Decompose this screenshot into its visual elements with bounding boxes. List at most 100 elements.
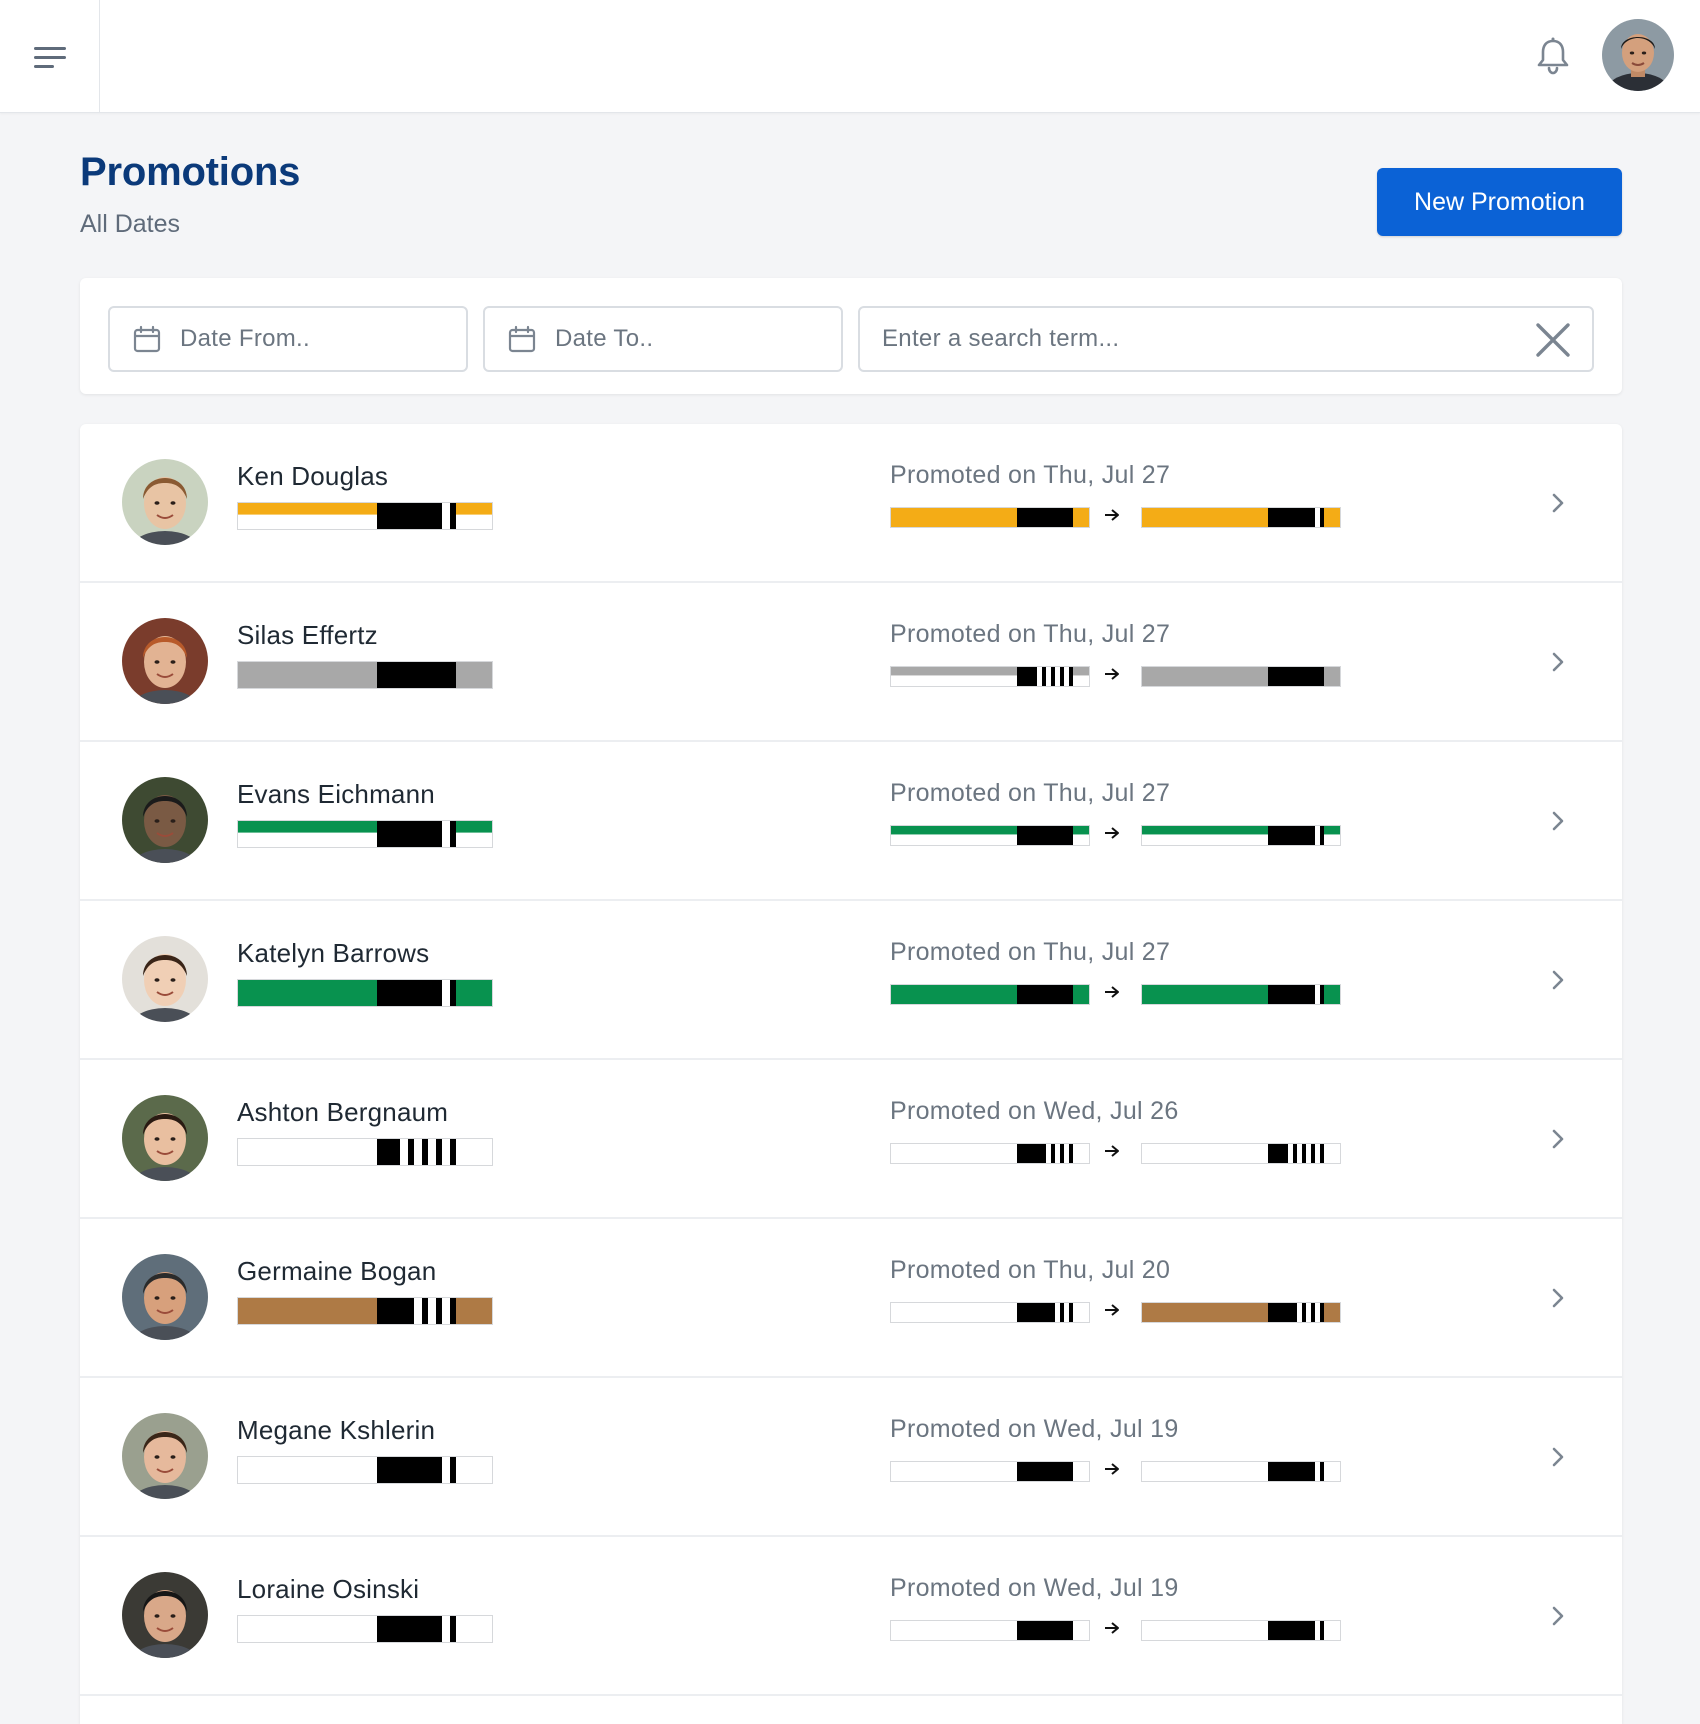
arrow-right-icon — [1105, 668, 1119, 680]
current-belt-graphic — [237, 820, 493, 848]
new-belt-graphic — [1141, 1143, 1341, 1164]
promotion-date: Promoted on Thu, Jul 27 — [890, 620, 1171, 648]
previous-belt — [890, 666, 1090, 692]
new-belt-graphic — [1141, 1620, 1341, 1641]
calendar-icon — [508, 325, 536, 353]
promotion-date: Promoted on Thu, Jul 20 — [890, 1256, 1171, 1284]
arrow-right-icon — [1105, 1463, 1119, 1475]
chevron-right-icon[interactable] — [1551, 1127, 1565, 1151]
previous-belt — [890, 825, 1090, 851]
menu-button[interactable] — [0, 0, 100, 113]
promotion-row[interactable]: Silas Effertz Promoted on Thu, Jul 27 — [80, 583, 1622, 742]
member-name: Ken Douglas — [237, 461, 389, 491]
new-promotion-button[interactable]: New Promotion — [1377, 168, 1622, 236]
previous-belt — [890, 1302, 1090, 1328]
date-to-input[interactable]: Date To.. — [483, 306, 843, 372]
promotion-row[interactable]: Germaine Bogan Promoted on Thu, Jul 20 — [80, 1219, 1622, 1378]
page-subtitle: All Dates — [80, 210, 181, 238]
arrow-right-icon — [1105, 827, 1119, 839]
avatar — [122, 1413, 208, 1499]
bell-icon[interactable] — [1534, 36, 1572, 76]
arrow-right-icon — [1105, 1304, 1119, 1316]
member-name: Megane Kshlerin — [237, 1415, 436, 1445]
member-name: Silas Effertz — [237, 620, 378, 650]
promotion-row[interactable]: Evans Eichmann Promoted on Thu, Jul 27 — [80, 742, 1622, 901]
member-name: Katelyn Barrows — [237, 938, 430, 968]
new-belt — [1141, 825, 1341, 851]
current-belt-graphic — [237, 1297, 493, 1325]
arrow-right-icon — [1105, 509, 1119, 521]
arrow-right-icon — [1105, 986, 1119, 998]
member-name: Germaine Bogan — [237, 1256, 437, 1286]
chevron-right-icon[interactable] — [1551, 1286, 1565, 1310]
promotion-row[interactable]: Loraine Osinski Promoted on Wed, Jul 19 — [80, 1537, 1622, 1696]
date-from-input[interactable]: Date From.. — [108, 306, 468, 372]
avatar — [122, 459, 208, 545]
new-belt-graphic — [1141, 825, 1341, 846]
new-belt — [1141, 1461, 1341, 1487]
current-belt — [237, 661, 493, 694]
promotion-date: Promoted on Thu, Jul 27 — [890, 461, 1171, 489]
promotion-date: Promoted on Thu, Jul 27 — [890, 779, 1171, 807]
menu-icon — [33, 46, 66, 68]
promotion-row[interactable]: Ken Douglas Promoted on Thu, Jul 27 — [80, 424, 1622, 583]
previous-belt-graphic — [890, 984, 1090, 1005]
new-belt-graphic — [1141, 507, 1341, 528]
promotion-date: Promoted on Wed, Jul 19 — [890, 1574, 1179, 1602]
avatar — [122, 1095, 208, 1181]
promotion-date: Promoted on Thu, Jul 27 — [890, 938, 1171, 966]
chevron-right-icon[interactable] — [1551, 1445, 1565, 1469]
new-belt-graphic — [1141, 1461, 1341, 1482]
user-avatar[interactable] — [1602, 19, 1674, 91]
current-belt — [237, 1297, 493, 1330]
promotion-row[interactable]: Katelyn Barrows Promoted on Thu, Jul 27 — [80, 901, 1622, 1060]
top-bar — [0, 0, 1700, 113]
chevron-right-icon[interactable] — [1551, 1604, 1565, 1628]
avatar — [122, 1254, 208, 1340]
new-belt-graphic — [1141, 666, 1341, 687]
new-belt — [1141, 666, 1341, 692]
new-belt-graphic — [1141, 1302, 1341, 1323]
current-belt — [237, 502, 493, 535]
current-belt-graphic — [237, 979, 493, 1007]
previous-belt-graphic — [890, 1461, 1090, 1482]
date-from-placeholder: Date From.. — [180, 325, 310, 352]
arrow-right-icon — [1105, 1145, 1119, 1157]
previous-belt-graphic — [890, 1620, 1090, 1641]
chevron-right-icon[interactable] — [1551, 968, 1565, 992]
current-belt — [237, 1615, 493, 1648]
previous-belt — [890, 507, 1090, 533]
previous-belt — [890, 1620, 1090, 1646]
search-placeholder: Enter a search term... — [882, 325, 1120, 352]
previous-belt — [890, 984, 1090, 1010]
chevron-right-icon[interactable] — [1551, 809, 1565, 833]
new-belt — [1141, 984, 1341, 1010]
member-name: Loraine Osinski — [237, 1574, 420, 1604]
close-icon[interactable] — [1534, 321, 1572, 359]
new-belt — [1141, 507, 1341, 533]
current-belt — [237, 1456, 493, 1489]
promotion-row[interactable]: Ashton Bergnaum Promoted on Wed, Jul 26 — [80, 1060, 1622, 1219]
promotion-date: Promoted on Wed, Jul 26 — [890, 1097, 1179, 1125]
new-belt — [1141, 1143, 1341, 1169]
avatar — [122, 936, 208, 1022]
member-name: Evans Eichmann — [237, 779, 435, 809]
previous-belt-graphic — [890, 1143, 1090, 1164]
current-belt — [237, 820, 493, 853]
date-to-placeholder: Date To.. — [555, 325, 654, 352]
current-belt-graphic — [237, 1456, 493, 1484]
current-belt-graphic — [237, 1138, 493, 1166]
new-belt — [1141, 1620, 1341, 1646]
previous-belt — [890, 1143, 1090, 1169]
new-belt-graphic — [1141, 984, 1341, 1005]
avatar — [122, 1572, 208, 1658]
page-title: Promotions — [80, 150, 301, 194]
chevron-right-icon[interactable] — [1551, 491, 1565, 515]
previous-belt — [890, 1461, 1090, 1487]
promotion-date: Promoted on Wed, Jul 19 — [890, 1415, 1179, 1443]
avatar — [122, 618, 208, 704]
chevron-right-icon[interactable] — [1551, 650, 1565, 674]
search-input[interactable]: Enter a search term... — [858, 306, 1594, 372]
previous-belt-graphic — [890, 666, 1090, 687]
promotion-row[interactable]: Megane Kshlerin Promoted on Wed, Jul 19 — [80, 1378, 1622, 1537]
